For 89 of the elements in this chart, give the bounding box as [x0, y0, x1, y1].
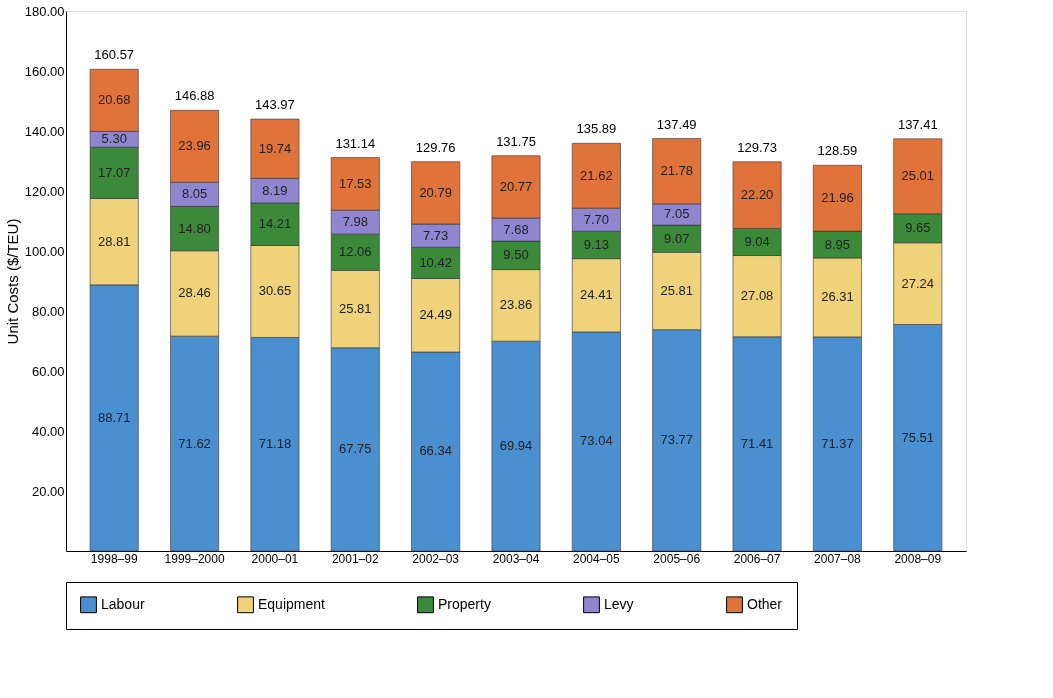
data-label: 14.21 [258, 216, 292, 232]
data-label: 26.31 [821, 289, 854, 305]
data-label: 21.62 [580, 167, 613, 183]
data-label: 9.07 [664, 230, 690, 246]
x-tick-label: 2005–06 [653, 551, 701, 566]
data-label: 17.53 [339, 175, 372, 191]
data-label: 23.86 [499, 297, 533, 313]
data-label: 20.79 [419, 184, 452, 200]
data-label: 30.65 [258, 283, 292, 299]
data-label: 27.08 [740, 288, 774, 304]
data-label: 8.95 [824, 236, 851, 252]
legend-label: Equipment [258, 595, 326, 612]
x-tick-label: 2007–08 [814, 551, 862, 566]
data-label: 67.75 [339, 441, 372, 457]
data-label: 22.20 [740, 187, 774, 203]
total-label: 129.73 [737, 139, 777, 155]
data-label: 75.51 [901, 429, 935, 445]
data-label: 21.78 [660, 163, 693, 179]
legend-label: Labour [101, 595, 145, 612]
y-tick-label: 60.00 [31, 363, 65, 379]
x-tick-label: 2004–05 [573, 551, 621, 566]
data-label: 9.13 [583, 236, 610, 252]
total-label: 143.97 [255, 97, 295, 113]
legend-label: Levy [604, 595, 634, 612]
y-tick-label: 140.00 [24, 123, 65, 139]
data-label: 17.07 [97, 164, 131, 180]
y-tick-label: 80.00 [31, 303, 65, 319]
data-label: 28.81 [97, 233, 131, 249]
data-label: 9.04 [744, 233, 770, 249]
data-label: 9.50 [503, 247, 529, 263]
data-label: 23.96 [178, 138, 211, 154]
data-label: 7.98 [342, 214, 368, 230]
data-label: 71.18 [258, 436, 292, 452]
legend-label: Other [747, 595, 783, 612]
y-tick-label: 20.00 [31, 483, 65, 499]
data-label: 21.96 [821, 190, 854, 206]
data-label: 9.65 [905, 220, 931, 236]
data-label: 19.74 [258, 140, 292, 156]
x-tick-label: 2000–01 [251, 551, 299, 566]
data-label: 7.70 [583, 211, 610, 227]
data-label: 25.01 [901, 168, 935, 184]
data-label: 8.05 [181, 186, 208, 202]
total-label: 135.89 [576, 121, 617, 137]
data-label: 7.73 [422, 227, 449, 243]
data-label: 5.30 [101, 131, 127, 147]
legend-label: Property [438, 595, 491, 612]
x-tick-label: 2003–04 [492, 551, 540, 566]
data-label: 73.04 [580, 433, 613, 449]
data-label: 69.94 [499, 438, 533, 454]
x-tick-label: 2008–09 [894, 551, 942, 566]
data-label: 14.80 [178, 220, 211, 236]
x-tick-label: 2006–07 [733, 551, 781, 566]
total-label: 131.14 [335, 135, 376, 151]
data-label: 25.81 [339, 301, 372, 317]
data-label: 12.06 [339, 244, 372, 260]
data-label: 27.24 [901, 275, 935, 291]
data-label: 24.41 [580, 287, 613, 303]
data-label: 88.71 [97, 409, 131, 425]
data-label: 71.37 [821, 435, 854, 451]
x-tick-label: 1998–99 [90, 551, 138, 566]
total-label: 160.57 [94, 47, 135, 63]
data-label: 25.81 [660, 282, 693, 298]
x-tick-label: 1999–2000 [164, 551, 225, 566]
data-label: 7.05 [664, 206, 690, 222]
data-label: 7.68 [503, 221, 529, 237]
data-label: 24.49 [419, 307, 452, 323]
y-tick-label: 120.00 [24, 183, 65, 199]
total-label: 129.76 [415, 139, 456, 155]
total-label: 137.49 [656, 116, 697, 132]
y-tick-label: 160.00 [24, 63, 65, 79]
data-label: 66.34 [419, 443, 452, 459]
total-label: 128.59 [817, 143, 858, 159]
data-label: 71.62 [178, 435, 211, 451]
total-label: 137.41 [897, 116, 938, 132]
total-label: 131.75 [496, 133, 536, 149]
data-label: 8.19 [262, 182, 288, 198]
y-tick-label: 100.00 [24, 243, 65, 259]
x-tick-label: 2001–02 [331, 551, 379, 566]
total-label: 146.88 [174, 88, 215, 104]
data-label: 10.42 [419, 254, 452, 270]
y-tick-label: 40.00 [31, 423, 65, 439]
data-label: 20.68 [97, 92, 131, 108]
data-label: 28.46 [178, 285, 211, 301]
x-tick-label: 2002–03 [412, 551, 460, 566]
data-label: 73.77 [660, 432, 693, 448]
data-label: 20.77 [499, 178, 533, 194]
y-tick-label: 180.00 [24, 3, 65, 19]
data-label: 71.41 [740, 435, 774, 451]
y-axis-title: Unit Costs ($/TEU) [3, 218, 21, 345]
